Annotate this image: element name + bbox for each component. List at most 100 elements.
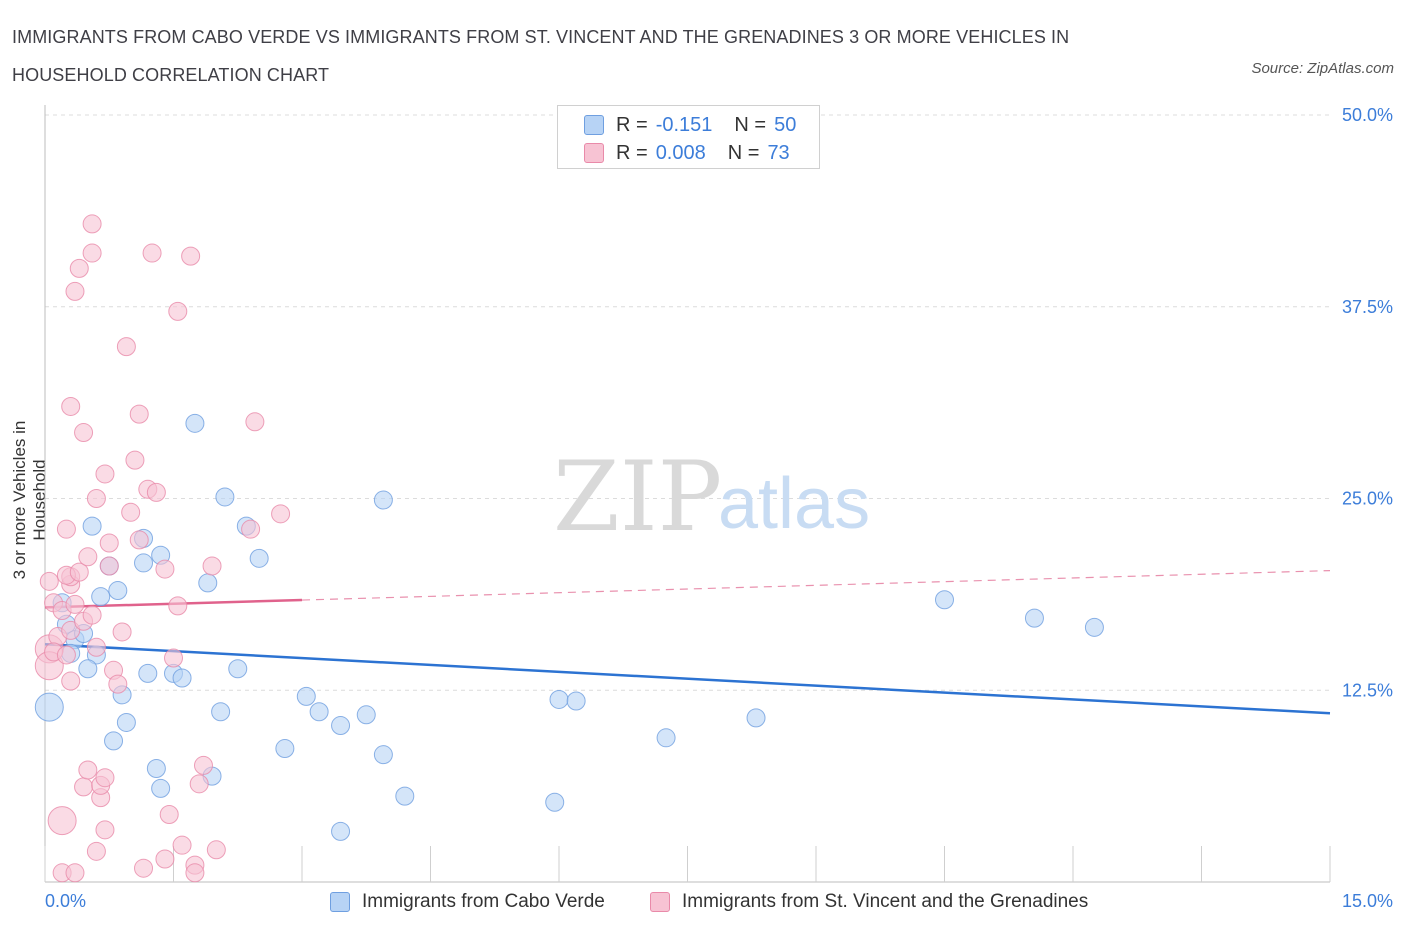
- point-cabo-verde: [296, 686, 316, 706]
- point-st-vincent: [95, 820, 115, 840]
- source-label: Source: ZipAtlas.com: [1251, 60, 1394, 77]
- point-cabo-verde: [566, 691, 586, 711]
- point-st-vincent: [155, 559, 175, 579]
- point-st-vincent: [82, 243, 102, 263]
- chart-title: IMMIGRANTS FROM CABO VERDE VS IMMIGRANTS…: [12, 27, 1070, 85]
- point-st-vincent: [61, 396, 81, 416]
- point-cabo-verde: [211, 702, 231, 722]
- legend-swatch-blue: [584, 115, 604, 135]
- point-st-vincent: [134, 858, 154, 878]
- legend-n-label: N =: [727, 141, 760, 164]
- point-cabo-verde: [356, 705, 376, 725]
- point-cabo-verde: [656, 728, 676, 748]
- point-st-vincent: [116, 337, 136, 357]
- point-st-vincent: [86, 637, 106, 657]
- point-cabo-verde: [146, 758, 166, 778]
- legend-n-value: 73: [767, 141, 790, 164]
- point-cabo-verde: [309, 702, 329, 722]
- point-cabo-verde: [185, 413, 205, 433]
- point-st-vincent: [271, 504, 291, 524]
- legend-row-cabo-verde: R = -0.151 N = 50: [584, 111, 796, 139]
- point-cabo-verde: [78, 659, 98, 679]
- point-st-vincent: [69, 562, 89, 582]
- point-st-vincent: [189, 774, 209, 794]
- point-cabo-verde: [104, 731, 124, 751]
- point-st-vincent: [47, 806, 77, 836]
- point-cabo-verde: [108, 581, 128, 601]
- point-st-vincent: [142, 243, 162, 263]
- point-st-vincent: [168, 596, 188, 616]
- point-st-vincent: [61, 671, 81, 691]
- point-st-vincent: [78, 547, 98, 567]
- point-st-vincent: [56, 645, 76, 665]
- points-layer: [34, 214, 1104, 883]
- point-cabo-verde: [34, 692, 64, 722]
- point-st-vincent: [61, 620, 81, 640]
- point-st-vincent: [129, 530, 149, 550]
- trend-line-solid: [44, 642, 1331, 715]
- point-cabo-verde: [228, 659, 248, 679]
- point-cabo-verde: [198, 573, 218, 593]
- point-cabo-verde: [549, 689, 569, 709]
- point-st-vincent: [82, 214, 102, 234]
- point-st-vincent: [129, 404, 149, 424]
- point-st-vincent: [86, 489, 106, 508]
- legend-n-label: N =: [734, 113, 767, 136]
- ticks-layer: 12.5% 25.0% 37.5% 50.0% 0.0% 15.0%: [45, 105, 1393, 911]
- legend-n-value: 50: [774, 113, 797, 136]
- point-cabo-verde: [331, 821, 351, 841]
- point-cabo-verde: [373, 745, 393, 765]
- trend-line-dashed: [301, 569, 1331, 601]
- point-cabo-verde: [1084, 617, 1104, 637]
- point-st-vincent: [146, 482, 166, 502]
- legend-swatch-pink: [584, 143, 604, 163]
- point-st-vincent: [95, 464, 115, 484]
- point-st-vincent: [65, 863, 85, 883]
- y-tick-label: 12.5%: [1342, 680, 1393, 700]
- point-cabo-verde: [275, 739, 295, 759]
- point-st-vincent: [159, 805, 179, 825]
- point-st-vincent: [164, 648, 183, 668]
- legend-r-label: R =: [616, 141, 648, 164]
- point-st-vincent: [56, 519, 76, 539]
- bottom-legend-label-cabo-verde: Immigrants from Cabo Verde: [362, 891, 605, 912]
- y-tick-label: 25.0%: [1342, 489, 1393, 509]
- point-st-vincent: [78, 760, 98, 780]
- bottom-legend-label-st-vincent: Immigrants from St. Vincent and the Gren…: [682, 891, 1089, 912]
- point-st-vincent: [99, 533, 119, 553]
- watermark: ZIP atlas: [553, 441, 870, 553]
- point-cabo-verde: [249, 548, 269, 568]
- point-st-vincent: [121, 502, 141, 522]
- point-st-vincent: [245, 412, 265, 432]
- point-st-vincent: [172, 835, 192, 855]
- point-cabo-verde: [935, 590, 954, 610]
- point-cabo-verde: [545, 792, 565, 812]
- point-st-vincent: [65, 594, 85, 614]
- point-cabo-verde: [116, 712, 136, 732]
- legend-r-value: -0.151: [655, 113, 713, 136]
- bottom-legend-swatch-blue: [330, 892, 350, 912]
- bottom-legend-cabo-verde[interactable]: Immigrants from Cabo Verde: [330, 888, 605, 916]
- point-st-vincent: [86, 841, 106, 861]
- point-cabo-verde: [138, 663, 158, 683]
- point-cabo-verde: [172, 668, 192, 688]
- point-cabo-verde: [82, 516, 102, 536]
- watermark-atlas: atlas: [718, 464, 870, 544]
- legend-r-value: 0.008: [655, 141, 706, 164]
- point-st-vincent: [95, 768, 115, 788]
- y-tick-label: 50.0%: [1342, 105, 1393, 125]
- point-st-vincent: [108, 674, 128, 694]
- point-st-vincent: [155, 849, 175, 869]
- point-st-vincent: [69, 258, 89, 278]
- point-cabo-verde: [91, 587, 111, 607]
- bottom-legend-swatch-pink: [650, 892, 670, 912]
- point-cabo-verde: [215, 487, 235, 507]
- bottom-legend-st-vincent[interactable]: Immigrants from St. Vincent and the Gren…: [650, 888, 1088, 916]
- point-st-vincent: [39, 571, 59, 591]
- point-st-vincent: [181, 246, 201, 266]
- point-st-vincent: [99, 556, 119, 576]
- point-st-vincent: [168, 301, 188, 321]
- x-tick-label: 15.0%: [1342, 891, 1393, 911]
- point-st-vincent: [202, 556, 222, 576]
